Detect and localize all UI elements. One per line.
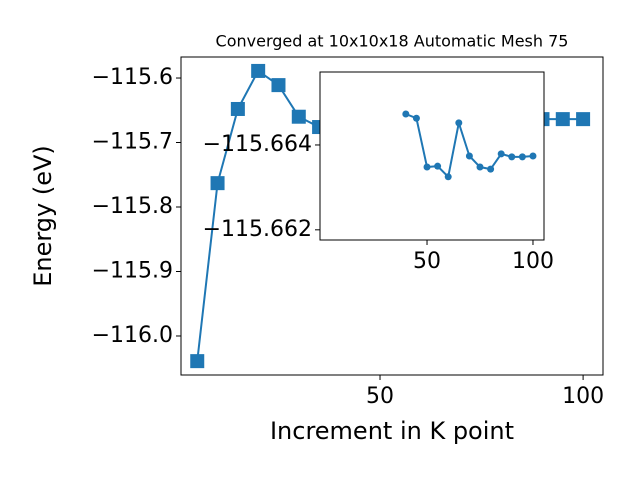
marker: [576, 112, 591, 127]
marker: [455, 119, 463, 127]
y-tick-label: −115.8: [92, 194, 173, 219]
plot-clip: [402, 110, 537, 181]
x-tick-label: 100: [512, 249, 554, 274]
marker: [508, 153, 516, 161]
x-axis-label: Increment in K point: [270, 417, 514, 445]
marker: [412, 114, 420, 122]
marker: [230, 101, 245, 116]
marker: [291, 109, 306, 124]
y-tick-label: −116.0: [92, 323, 173, 348]
axes-frame: [180, 56, 604, 376]
marker: [434, 162, 442, 170]
y-tick-label: −115.6: [92, 65, 173, 90]
marker: [476, 163, 484, 171]
marker: [210, 176, 225, 191]
chart-title: Converged at 10x10x18 Automatic Mesh 75: [216, 32, 569, 51]
y-tick-label: −115.664: [203, 132, 312, 157]
y-tick-label: −115.9: [92, 258, 173, 283]
y-axis-label: Energy (eV): [29, 145, 57, 287]
marker: [487, 165, 495, 173]
marker: [518, 153, 526, 161]
y-tick-label: −115.662: [203, 217, 312, 242]
marker: [251, 63, 266, 78]
marker: [465, 152, 473, 160]
marker: [402, 110, 410, 118]
marker: [555, 112, 570, 127]
x-tick-label: 50: [366, 384, 394, 409]
axes-frame: [319, 71, 545, 241]
marker: [190, 354, 205, 369]
marker: [444, 173, 452, 181]
marker: [271, 78, 286, 93]
x-tick-label: 50: [413, 249, 441, 274]
marker: [497, 150, 505, 158]
y-tick-label: −115.7: [92, 130, 173, 155]
marker: [423, 163, 431, 171]
x-tick-label: 100: [562, 384, 604, 409]
marker: [529, 152, 537, 160]
